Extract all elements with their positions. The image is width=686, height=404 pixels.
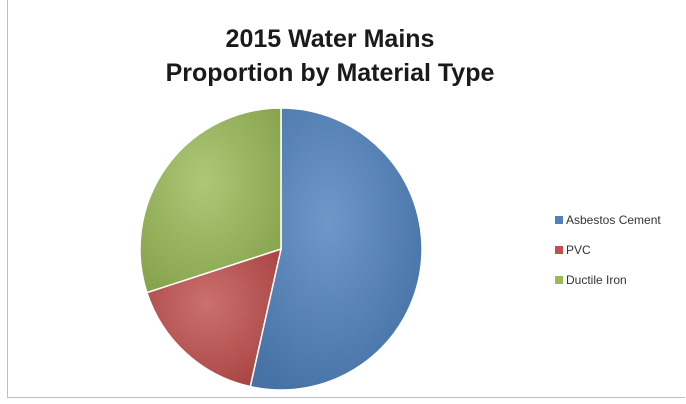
legend-label-pvc: PVC [566, 243, 591, 257]
chart-title-line-1: 2015 Water Mains [225, 25, 435, 53]
pie-slice-asbestos-cement [249, 107, 423, 391]
legend-swatch-asbestos-cement [555, 216, 563, 224]
chart-title-line-2: Proportion by Material Type [165, 59, 495, 87]
legend-label-asbestos-cement: Asbestos Cement [566, 213, 661, 227]
pie-slice-pvc [145, 247, 283, 388]
legend-item-asbestos-cement: Asbestos Cement [555, 210, 661, 230]
legend-item-pvc: PVC [555, 240, 661, 260]
legend-item-ductile-iron: Ductile Iron [555, 270, 661, 290]
legend-label-ductile-iron: Ductile Iron [566, 273, 627, 287]
pie-slice-ductile-iron [139, 107, 282, 294]
chart-title: 2015 Water Mains Proportion by Material … [150, 22, 510, 90]
legend-swatch-pvc [555, 246, 563, 254]
legend-swatch-ductile-iron [555, 276, 563, 284]
legend: Asbestos Cement PVC Ductile Iron [555, 210, 661, 300]
